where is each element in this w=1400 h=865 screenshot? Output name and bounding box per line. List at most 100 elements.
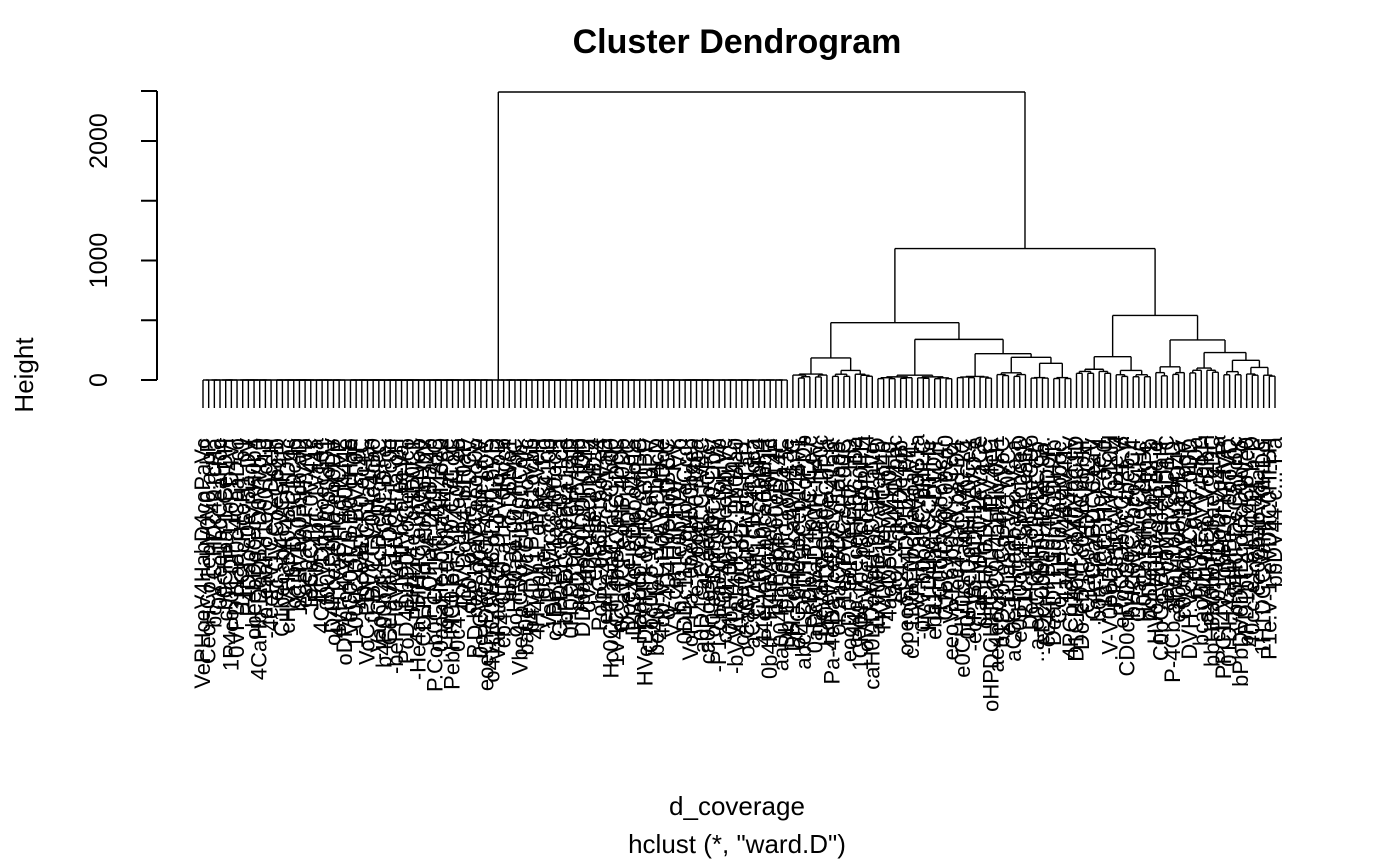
- leaf-label: c1Do10V1aa400ocH: [542, 438, 567, 641]
- leaf-label: obeebDoo-cVPH0b4: [241, 438, 266, 640]
- leaf-label: 0DDc11cVoVb-eCcc-: [672, 438, 697, 644]
- leaf-label: ooHP0a.o.00.-PPbC: [502, 438, 527, 637]
- leaf-label: 4H4obb1PcPbc-VeH: [525, 438, 550, 640]
- leaf-label: e0CHV0cH1aoCV4C.1C: [950, 438, 975, 678]
- leaf-label: DeVaPo-e-ceC.1P0c: [808, 435, 833, 638]
- leaf-label: e.-VooeP0-14ea: [683, 437, 708, 597]
- y-tick-label: 1000: [85, 233, 113, 289]
- leaf-label: aC0c-H-Haebaeo-Va.a: [1001, 439, 1026, 662]
- leaf-label: -PPb--4bC.1Va4a: [303, 437, 328, 610]
- leaf-label: DeHcH1-obaaeCDo: [1018, 435, 1043, 631]
- leaf-label: H-C0o1bVabcVc4-: [927, 439, 952, 621]
- leaf-label: .4a4P-V44.4V41.: [1052, 441, 1077, 609]
- leaf-label: 4ob-V1-P0o.C.HDoe: [649, 438, 674, 640]
- leaf-label: C1bcVCC0C00co0: [933, 435, 958, 621]
- leaf-label: ba0e-.PVcC-1-e-oVVc: [513, 438, 538, 656]
- leaf-label: 1V4C0.4be4Cb-C1DcC: [604, 438, 629, 667]
- leaf-label: ec.CV.CoeCoc-b: [264, 438, 289, 601]
- leaf-label: P1CHa4-DbcPa4b: [417, 438, 442, 619]
- leaf-label: -P1-cbcae0C0H11oHVb: [706, 438, 731, 672]
- leaf-label: aaPc00H..coD1.C: [1154, 435, 1179, 611]
- leaf-label: Haabcb.ccHb-cVP-C: [627, 438, 652, 641]
- leaf-labels: VePHceV4HabD4coPaVcCecHCo1ebV0V0.a-bPbc.…: [190, 433, 1287, 711]
- leaf-label: oDPb-o4-VPo.400444e: [332, 438, 357, 666]
- leaf-label: 4VH1VaCHCcHCVP: [326, 438, 351, 638]
- leaf-label: HVoPH0Dco141ee-e: [1143, 440, 1168, 644]
- x-axis-subtitle: hclust (*, "ward.D"): [628, 829, 846, 859]
- leaf-label: CD.P.Ho.0eb1VbHbV: [411, 438, 436, 647]
- leaf-label: -ecPVc-VbDHDeVD.e: [961, 437, 986, 651]
- leaf-label: aVV0He.bc.aHaH-D: [865, 437, 890, 634]
- leaf-label: eoeCPDeC4bCc4aH.eDC: [474, 438, 499, 691]
- leaf-label: PH414e..cHD0C1: [400, 438, 425, 613]
- leaf-label: aoD1001.0PVbab: [564, 438, 589, 612]
- leaf-label: 44eHe0e.b0ca0abbH: [752, 438, 777, 646]
- leaf-label: 40cc-e1.eb1440P.b-D: [1239, 436, 1264, 647]
- leaf-label: cb0CHba-1.Ce.DH: [213, 438, 238, 621]
- leaf-label: .000-e1oV0o0oD1: [315, 438, 340, 617]
- leaf-label: 0V4De4cecbbb4a: [576, 437, 601, 613]
- leaf-label: -4eeHV1Ce-C-DceH: [258, 438, 283, 639]
- leaf-label: eocD0-eoPVeCcD.-HD: [837, 438, 862, 662]
- leaf-label: aa004eo0cDP11VDa4C: [769, 438, 794, 671]
- leaf-label: .0aaaHe1ocba4H4oe0: [428, 438, 453, 658]
- leaf-label: o41DC0Vb4CbDo.0-bVD: [479, 438, 504, 683]
- leaf-label: cPP0-PcDoD-Vo4-1a: [1205, 435, 1230, 642]
- leaf-label: C.PDe1c0-aa01-1ca: [547, 437, 572, 637]
- leaf-label: b4VDV1P1Vc1ocbb: [519, 438, 544, 632]
- leaf-label: C-oc0c.o.VcPoaPbPV: [638, 438, 663, 654]
- leaf-label: 1PCPcHcoH1..o1: [230, 438, 255, 610]
- leaf-label: 4C4CVDb4boec101: [309, 438, 334, 634]
- leaf-label: Db.Dba0bbCeoC4.ae: [774, 438, 799, 648]
- leaf-label: ae4eocbC0a4aaHb-0H1: [984, 435, 1009, 672]
- leaf-label: -bePH0VVoHVCH1a.oH: [383, 438, 408, 674]
- leaf-label: b.4b1e0b4VV..V.b: [666, 438, 691, 613]
- leaf-label: VoC-PDPVP.Cb1a1Ha-: [354, 438, 379, 665]
- leaf-label: bHC01CVbcoc.C4: [1120, 439, 1145, 619]
- leaf-label: CPaDVa4.eCb4Hc: [1126, 440, 1151, 622]
- leaf-label: P1e.V-1-eVDaC0HH.H: [1256, 437, 1281, 660]
- leaf-label: -eoebaVVP-HVVb: [292, 438, 317, 615]
- leaf-label: aCeV1a4c.c1P4Doca: [740, 437, 765, 648]
- leaf-label: 1CP04-10.-b0cHD00PH: [848, 436, 873, 671]
- leaf-label: 0H0DPcb0VCH-1aD: [559, 438, 584, 639]
- leaf-label: DVH.Vc40eCaDa.0DD: [1177, 438, 1202, 659]
- leaf-label: boDe1P10abHbPb: [1137, 438, 1162, 621]
- leaf-label: c--P0P40.cDcobb-Vc: [712, 438, 737, 643]
- leaf-label: -b-DH0PDcCa1c0c: [1222, 436, 1247, 623]
- leaf-label: ea04HVo0baPD4a: [1166, 440, 1191, 623]
- leaf-label: V.V.ceHH1PHDPPV.: [661, 438, 686, 637]
- leaf-label: PPoc11VV101e-4: [1103, 435, 1128, 608]
- leaf-label: eba1HHa4Cc-D1DH: [922, 441, 947, 640]
- leaf-label: ca0Poe4Ceebe--bCPc.: [695, 438, 720, 664]
- leaf-label: bbDV44-c...-Pa: [1262, 436, 1287, 587]
- leaf-label: b1D4o-oCo-4c4VVoC: [990, 436, 1015, 648]
- leaf-label: .e0D-ce-e.bD.4: [581, 438, 606, 587]
- leaf-label: oHPDCHHCo01PPHPV4eC: [978, 438, 1003, 712]
- dendrogram-branches: [202, 91, 1276, 408]
- leaf-label: DeaD1P10b.00DH4b: [1041, 439, 1066, 646]
- leaf-label: CV1011bPc4bbP4: [746, 438, 771, 617]
- leaf-label: bCHVbb0-bbb.aD: [286, 438, 311, 612]
- leaf-label: bbPa1..c-DDVo1: [496, 438, 521, 602]
- leaf-label: 1-000c-Db.P1cVH.0P: [343, 438, 368, 648]
- leaf-label: CD0cbVDCoC.C.4beb-P: [1115, 436, 1140, 677]
- leaf-label: Vbe4.oCVoPHb400Cob.: [508, 438, 533, 675]
- leaf-label: -0VV-b0oo0C-bHP.C: [910, 438, 935, 639]
- leaf-label: VeD.401ccc4b410b: [536, 438, 561, 629]
- leaf-label: o-4D4H0ePoD-CC: [655, 438, 680, 620]
- leaf-label: 1eCaCPH.0V-41c: [298, 438, 323, 612]
- leaf-label: o.Ca0-Va4PHVCa1aP.: [735, 438, 760, 657]
- leaf-label: 4DVDo-04-b10aP: [451, 438, 476, 612]
- leaf-label: 00HeeDo4H1V0Ce4: [956, 439, 981, 640]
- leaf-label: P.Cob0CCV1HC-4CPPoC: [423, 438, 448, 692]
- leaf-label: Do-eD1Ccb4VCbbbH: [1069, 440, 1094, 650]
- leaf-label: abc4.Da1H-PC-1eoPDb: [791, 435, 816, 670]
- leaf-label: o0.ePDob00C0.DbV: [700, 438, 725, 638]
- leaf-label: o-0.Ve.0VV.-H0a: [1183, 436, 1208, 600]
- leaf-label: VoPHa.-0oe0HV0beeb: [678, 438, 703, 661]
- leaf-label: o00.-o.Hae.PDCV: [457, 438, 482, 614]
- x-axis-label: d_coverage: [669, 791, 805, 821]
- leaf-label: .V-V0boDe4a..1VC10H: [1098, 435, 1123, 661]
